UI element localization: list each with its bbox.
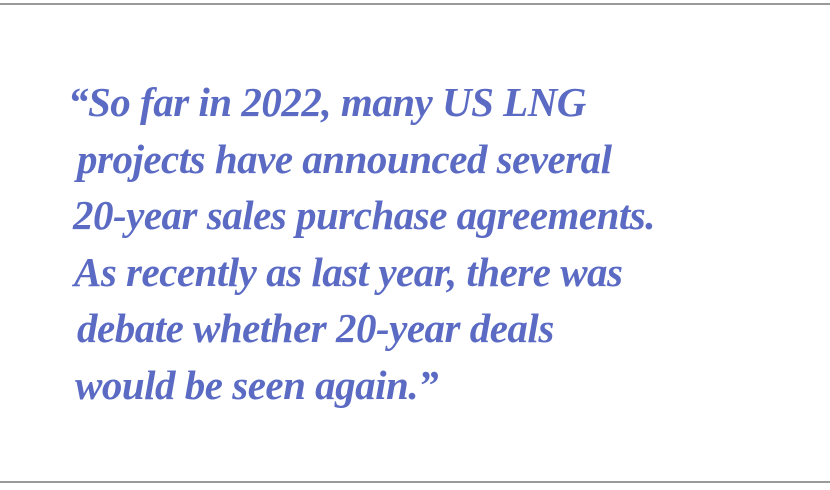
top-divider: [0, 3, 830, 5]
quote-line: would be seen again.”: [75, 361, 439, 408]
bottom-divider: [0, 481, 830, 483]
pull-quote: “So far in 2022, many US LNG projects ha…: [68, 74, 808, 413]
quote-line: 20-year sales purchase agreements.: [73, 192, 656, 238]
quote-line: “So far in 2022, many US LNG: [68, 79, 586, 125]
quote-line: projects have announced several: [77, 135, 612, 182]
quote-line: As recently as last year, there was: [74, 248, 623, 295]
quote-line: debate whether 20-year deals: [77, 305, 554, 351]
